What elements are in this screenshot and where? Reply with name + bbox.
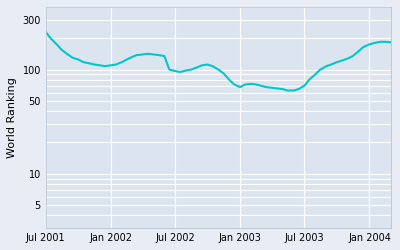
Y-axis label: World Ranking: World Ranking [7,77,17,158]
